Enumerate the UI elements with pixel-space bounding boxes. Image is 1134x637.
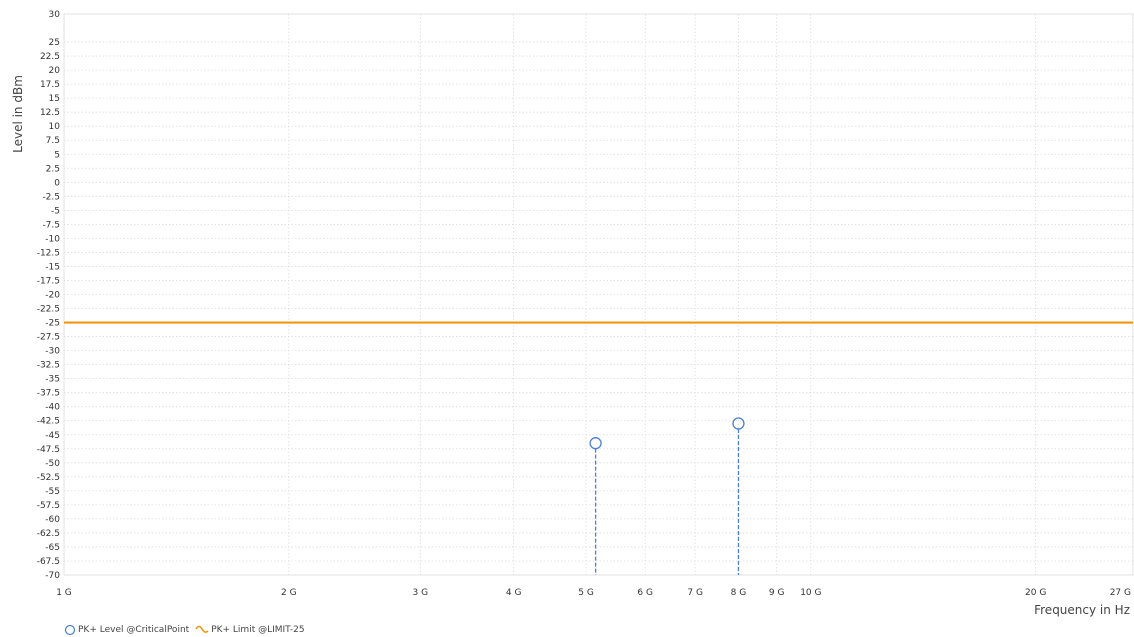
x-tick-label: 9 G (769, 588, 785, 598)
open-circle-icon (64, 624, 76, 636)
legend: PK+ Level @CriticalPoint PK+ Limit @LIMI… (64, 623, 305, 637)
x-tick-label: 6 G (637, 588, 653, 598)
y-tick-label: -67.5 (37, 557, 60, 567)
y-tick-label: -52.5 (37, 473, 60, 483)
wave-line-icon (195, 624, 209, 636)
y-tick-label: 2.5 (46, 164, 60, 174)
y-tick-label: -17.5 (37, 276, 60, 286)
legend-item-limit[interactable]: PK+ Limit @LIMIT-25 (195, 624, 305, 636)
y-axis-title: Level in dBm (11, 75, 25, 153)
y-tick-label: -20 (45, 291, 60, 301)
plot-area (63, 13, 1134, 576)
x-tick-label: 2 G (281, 588, 297, 598)
level-marker (589, 437, 602, 450)
y-tick-label: -10 (45, 234, 60, 244)
y-tick-label: -22.5 (37, 305, 60, 315)
y-tick-label: -35 (45, 375, 60, 385)
y-tick-label: -42.5 (37, 417, 60, 427)
y-tick-label: -57.5 (37, 501, 60, 511)
y-tick-label: -7.5 (42, 220, 60, 230)
y-tick-label: -70 (45, 571, 60, 581)
y-tick-label: -40 (45, 403, 60, 413)
x-tick-label: 10 G (800, 588, 821, 598)
legend-label-level: PK+ Level @CriticalPoint (78, 625, 190, 635)
y-tick-label: -45 (45, 431, 60, 441)
x-tick-label: 7 G (687, 588, 703, 598)
y-tick-label: -60 (45, 515, 60, 525)
legend-label-limit: PK+ Limit @LIMIT-25 (211, 625, 305, 635)
y-tick-label: -25 (45, 319, 60, 329)
y-tick-label: 7.5 (46, 136, 60, 146)
y-tick-label: -55 (45, 487, 60, 497)
x-tick-label: 3 G (413, 588, 429, 598)
y-tick-label: -37.5 (37, 389, 60, 399)
y-tick-label: -12.5 (37, 248, 60, 258)
y-tick-label: 0 (54, 178, 60, 188)
y-tick-label: 5 (54, 150, 60, 160)
x-tick-label: 4 G (506, 588, 522, 598)
y-tick-label: 12.5 (40, 108, 60, 118)
y-tick-labels: 30 25 22.5 20 17.5 15 12.5 10 7.5 5 2.5 0 -2.5 -5 -7.5… (37, 10, 61, 581)
y-tick-label: -5 (51, 206, 60, 216)
x-axis-title: Frequency in Hz (1034, 603, 1130, 617)
y-tick-label: 15 (49, 94, 60, 104)
y-tick-label: -2.5 (42, 192, 60, 202)
y-tick-label: 30 (49, 10, 61, 20)
y-tick-label: 25 (49, 38, 60, 48)
y-tick-label: 22.5 (40, 52, 60, 62)
y-tick-label: -32.5 (37, 361, 60, 371)
x-tick-labels: 1 G 2 G 3 G 4 G 5 G 6 G 7 G 8 G 9 G 10 G 20 G 27 G (56, 588, 1131, 598)
y-tick-label: -65 (45, 543, 60, 553)
y-tick-label: 17.5 (40, 80, 60, 90)
x-tick-label: 20 G (1025, 588, 1046, 598)
y-tick-label: -27.5 (37, 333, 60, 343)
x-tick-label: 1 G (56, 588, 72, 598)
x-tick-label: 5 G (578, 588, 594, 598)
x-tick-label: 27 G (1110, 588, 1131, 598)
y-tick-label: -47.5 (37, 445, 60, 455)
level-marker (732, 417, 745, 430)
y-tick-label: -62.5 (37, 529, 60, 539)
legend-item-level[interactable]: PK+ Level @CriticalPoint (64, 624, 189, 636)
y-tick-label: 10 (49, 122, 61, 132)
level-series (589, 417, 745, 575)
x-tick-label: 8 G (731, 588, 747, 598)
y-tick-label: 20 (49, 66, 61, 76)
y-tick-label: -15 (45, 262, 60, 272)
y-tick-label: -50 (45, 459, 60, 469)
y-tick-label: -30 (45, 347, 60, 357)
